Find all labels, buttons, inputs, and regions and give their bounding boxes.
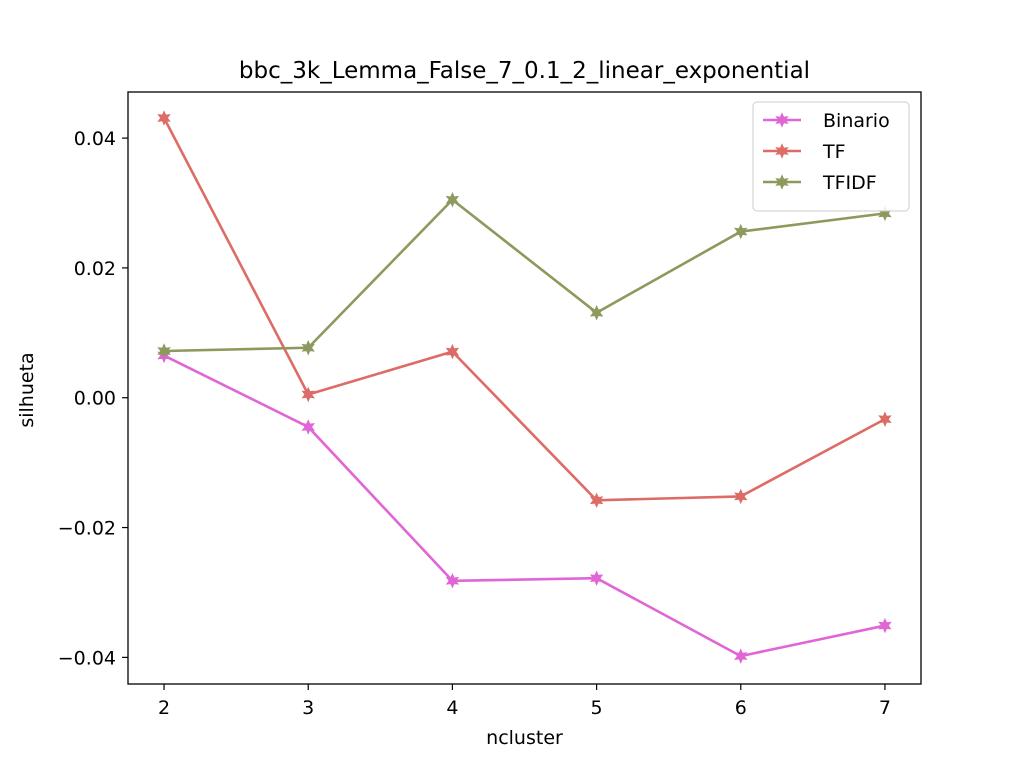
data-point-marker [589,570,604,586]
legend: Binario TF TFIDF [752,101,910,212]
y-axis-title: silhueta [16,352,38,427]
data-point-marker [878,411,892,427]
data-point-marker [301,386,315,403]
x-tick-label: 7 [879,697,891,719]
data-point-marker [301,340,315,356]
x-axis-title: ncluster [486,727,563,749]
chart-title: bbc_3k_Lemma_False_7_0.1_2_linear_expone… [239,58,810,84]
x-tick-label: 3 [302,697,314,719]
data-point-marker [589,304,604,321]
x-tick-label: 5 [591,697,603,719]
data-point-marker [734,223,748,240]
data-point-marker [878,617,892,634]
data-point-marker [734,488,748,505]
x-tick-label: 6 [735,697,747,719]
series-tfidf [157,192,892,359]
y-tick-label: −0.02 [58,518,116,540]
plot-area-frame [127,91,922,685]
legend-label: Binario [823,110,890,132]
series-line [162,198,887,353]
y-tick-label: 0.00 [74,388,116,410]
y-tick-label: 0.02 [74,258,116,280]
legend-marker [775,143,789,159]
y-tick-label: 0.04 [74,128,116,150]
y-tick-label: −0.04 [58,647,116,669]
axis-ticks: 2 3 4 5 6 7 −0.04 −0.02 0.00 0.02 0.04 [58,128,891,719]
plot-series [157,110,892,664]
data-point-marker [301,419,315,435]
x-tick-label: 4 [446,697,458,719]
data-point-marker [157,343,171,359]
data-point-marker [734,648,748,664]
data-point-marker [445,192,460,208]
legend-label: TF [822,141,846,163]
data-point-marker [445,573,460,589]
data-point-marker [157,110,171,126]
data-point-marker [589,492,604,509]
data-point-marker [445,343,460,360]
legend-marker [775,174,789,190]
legend-marker [775,112,789,128]
legend-box [752,101,910,212]
series-line [162,354,887,658]
x-tick-label: 2 [158,697,170,719]
legend-label: TFIDF [822,172,877,194]
